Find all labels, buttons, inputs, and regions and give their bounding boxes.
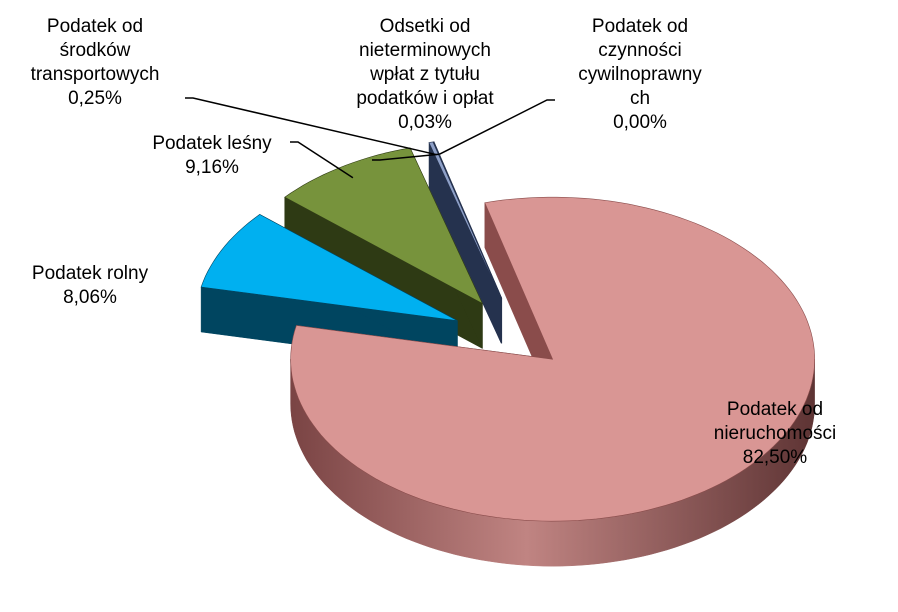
slice-label: Podatek od środków transportowych 0,25% <box>15 15 175 111</box>
value-label: 9,16% <box>185 157 239 178</box>
slice-label: Podatek leśny 9,16% <box>137 132 287 180</box>
leader-line <box>290 141 354 179</box>
slice-label: Podatek od czynności cywilnoprawnych 0,00… <box>578 15 703 135</box>
value-label: 0,00% <box>613 112 667 133</box>
value-label: 0,25% <box>68 88 122 109</box>
slice-label: Podatek od nieruchomości 82,50% <box>688 398 863 470</box>
value-label: 8,06% <box>63 287 117 308</box>
category-label: Podatek rolny <box>31 263 149 284</box>
leader-line <box>439 99 555 155</box>
slice-label: Odsetki od nieterminowych wpłat z tytułu… <box>340 15 510 135</box>
slice-top <box>200 214 458 321</box>
value-label: 0,03% <box>398 112 452 133</box>
slice-top <box>284 147 484 305</box>
slice-top <box>433 141 503 299</box>
slice <box>290 196 815 567</box>
slice-top <box>428 141 502 299</box>
slice-top <box>290 196 815 522</box>
leader-line <box>185 97 437 156</box>
slice-label: Podatek rolny 8,06% <box>15 262 165 310</box>
category-label: Podatek leśny <box>152 133 272 154</box>
slice <box>428 141 502 344</box>
category-label: Podatek od czynności cywilnoprawnych <box>578 16 702 109</box>
category-label: Odsetki od nieterminowych wpłat z tytułu… <box>356 16 494 109</box>
leader-line <box>372 153 440 161</box>
category-label: Podatek od nieruchomości <box>713 399 837 444</box>
category-label: Podatek od środków transportowych <box>30 16 160 85</box>
value-label: 82,50% <box>742 447 808 468</box>
